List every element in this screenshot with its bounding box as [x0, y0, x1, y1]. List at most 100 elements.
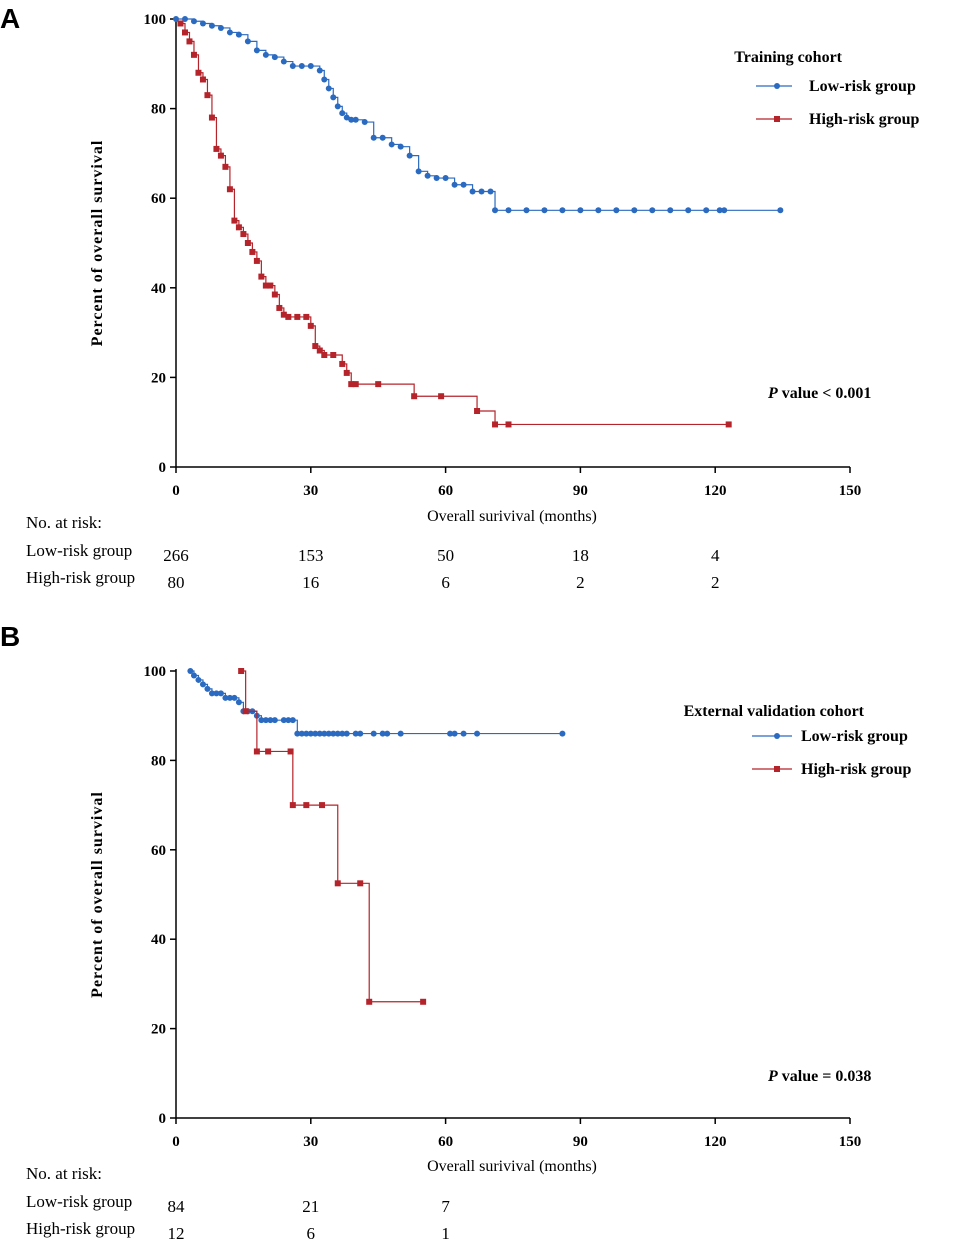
data-point	[289, 802, 296, 809]
data-point	[433, 175, 440, 182]
x-tick-label: 0	[172, 483, 180, 499]
y-tick-label: 40	[151, 281, 166, 297]
data-point	[613, 207, 620, 214]
data-point	[289, 63, 296, 70]
data-point	[262, 282, 269, 289]
x-tick-label: 90	[573, 1134, 588, 1150]
data-point	[474, 730, 481, 737]
data-point	[523, 207, 530, 214]
data-point	[424, 172, 431, 179]
data-point	[352, 116, 359, 123]
risk-value: 21	[302, 1197, 319, 1216]
data-point	[442, 175, 449, 182]
risk-table-row: High-risk group 80 16 6 2 2	[26, 568, 719, 592]
data-point	[397, 143, 404, 150]
risk-row-label: Low-risk group	[26, 541, 132, 560]
risk-table-header: No. at risk:	[26, 513, 102, 532]
panel-letter: A	[0, 3, 20, 34]
data-point	[258, 717, 265, 724]
data-point	[186, 38, 193, 45]
y-tick-label: 20	[151, 370, 166, 386]
data-point	[226, 29, 233, 36]
x-tick-label: 120	[704, 483, 727, 499]
data-point	[298, 730, 305, 737]
data-point	[325, 85, 332, 92]
legend-label: Low-risk group	[801, 728, 908, 745]
p-value-symbol: P	[767, 385, 778, 402]
data-point	[177, 20, 184, 27]
data-point	[231, 217, 238, 224]
legend-label: Low-risk group	[809, 78, 916, 95]
legend-label: High-risk group	[801, 761, 912, 778]
data-point	[460, 181, 467, 188]
data-point	[325, 730, 332, 737]
data-point	[226, 186, 233, 193]
data-point	[262, 717, 269, 724]
data-point	[343, 369, 350, 376]
data-point	[235, 699, 242, 706]
series-high-risk-group	[238, 668, 427, 1005]
p-value-symbol: P	[767, 1068, 778, 1085]
risk-value: 12	[168, 1224, 185, 1240]
y-tick-label: 80	[151, 102, 166, 118]
x-tick-label: 30	[303, 1134, 318, 1150]
risk-table-header: No. at risk:	[26, 1164, 102, 1183]
risk-value: 7	[441, 1197, 450, 1216]
data-point	[559, 730, 566, 737]
risk-value: 1	[441, 1224, 450, 1240]
legend-marker	[774, 116, 780, 122]
data-point	[287, 748, 294, 755]
data-point	[366, 998, 373, 1005]
data-point	[240, 231, 247, 238]
data-point	[478, 188, 485, 195]
data-point	[321, 76, 328, 83]
data-point	[370, 730, 377, 737]
data-point	[199, 76, 206, 83]
data-point	[339, 730, 346, 737]
data-point	[492, 207, 499, 214]
data-point	[303, 802, 310, 809]
data-point	[262, 51, 269, 58]
data-point	[267, 717, 274, 724]
data-point	[595, 207, 602, 214]
data-point	[352, 381, 359, 388]
data-point	[631, 207, 638, 214]
data-point	[181, 29, 188, 36]
data-point	[271, 291, 278, 298]
data-point	[213, 690, 220, 697]
risk-table-row: Low-risk group 266 153 50 18 4	[26, 541, 720, 565]
risk-row-label: Low-risk group	[26, 1192, 132, 1211]
data-point	[190, 51, 197, 58]
risk-value: 16	[302, 573, 319, 592]
data-point	[307, 730, 314, 737]
data-point	[370, 134, 377, 141]
risk-table-row: High-risk group 12 6 1	[26, 1219, 450, 1240]
x-tick-label: 60	[438, 1134, 453, 1150]
legend-marker	[774, 766, 780, 772]
data-point	[204, 92, 211, 99]
x-axis-label: Overall surivival (months)	[427, 508, 597, 525]
data-point	[330, 352, 337, 358]
data-point	[213, 145, 220, 152]
data-point	[217, 24, 224, 31]
y-axis-label: Percent of overall survival	[89, 140, 106, 347]
legend-title: External validation cohort	[684, 703, 865, 720]
data-point	[487, 188, 494, 195]
data-point	[253, 257, 260, 264]
panel-letter: B	[0, 621, 20, 652]
data-point	[438, 393, 445, 400]
data-point	[334, 103, 341, 110]
data-point	[265, 748, 272, 755]
data-point	[226, 694, 233, 701]
x-tick-label: 30	[303, 483, 318, 499]
risk-value: 6	[441, 573, 450, 592]
legend-item: High-risk group	[756, 111, 920, 128]
data-point	[357, 880, 364, 887]
data-point	[258, 273, 265, 280]
legend-item: Low-risk group	[756, 78, 916, 95]
panel-a: A 0 20 40 60 80 100 0 30 60 90 120 150 Percent of ove…	[0, 3, 920, 592]
x-tick-label: 150	[839, 483, 862, 499]
y-tick-label: 20	[151, 1022, 166, 1038]
y-tick-label: 60	[151, 191, 166, 207]
panel-b: B 0 20 40 60 80 100 0 30 60 90 120 150 Percent of ove…	[0, 621, 912, 1240]
